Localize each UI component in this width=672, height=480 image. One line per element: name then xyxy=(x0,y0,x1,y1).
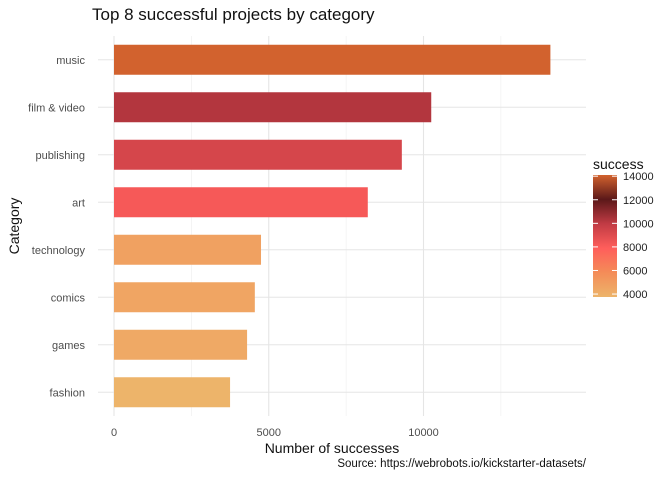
y-tick-labels: music film & video publishing art technology… xyxy=(28,55,85,400)
y-tick-label: comics xyxy=(51,292,86,304)
bar-comics xyxy=(114,282,255,313)
legend-tick-label: 10000 xyxy=(623,218,654,230)
legend-tick-label: 12000 xyxy=(623,195,654,207)
y-tick-label: technology xyxy=(32,245,86,257)
legend-tick-label: 14000 xyxy=(623,171,654,183)
x-axis-title: Number of successes xyxy=(265,440,400,456)
chart-title: Top 8 successful projects by category xyxy=(92,5,375,24)
bar-art xyxy=(114,187,368,218)
legend-ticks: 14000 12000 10000 8000 6000 4000 xyxy=(593,171,654,301)
y-tick-label: fashion xyxy=(50,387,85,399)
bar-fashion xyxy=(114,377,231,408)
bars xyxy=(114,44,551,408)
legend: success 14000 12000 10000 8000 6000 4000 xyxy=(593,156,654,301)
bar-publishing xyxy=(114,139,402,170)
y-tick-label: publishing xyxy=(35,150,85,162)
y-axis-title: Category xyxy=(6,198,22,255)
legend-tick-label: 4000 xyxy=(623,289,647,301)
x-tick-label: 0 xyxy=(111,427,117,439)
y-tick-label: music xyxy=(56,55,85,67)
legend-colorbar xyxy=(593,175,617,297)
legend-tick-label: 8000 xyxy=(623,242,647,254)
y-tick-label: film & video xyxy=(28,102,85,114)
bar-technology xyxy=(114,234,262,265)
x-tick-label: 10000 xyxy=(408,427,439,439)
y-tick-label: games xyxy=(52,340,86,352)
chart-caption: Source: https://webrobots.io/kickstarter… xyxy=(337,458,586,470)
y-tick-label: art xyxy=(72,197,85,209)
bar-games xyxy=(114,329,248,360)
legend-tick-label: 6000 xyxy=(623,265,647,277)
legend-title: success xyxy=(593,156,644,172)
x-tick-label: 5000 xyxy=(257,427,281,439)
x-tick-labels: 0 5000 10000 xyxy=(111,427,439,439)
bar-music xyxy=(114,44,551,75)
bar-film-video xyxy=(114,92,432,123)
